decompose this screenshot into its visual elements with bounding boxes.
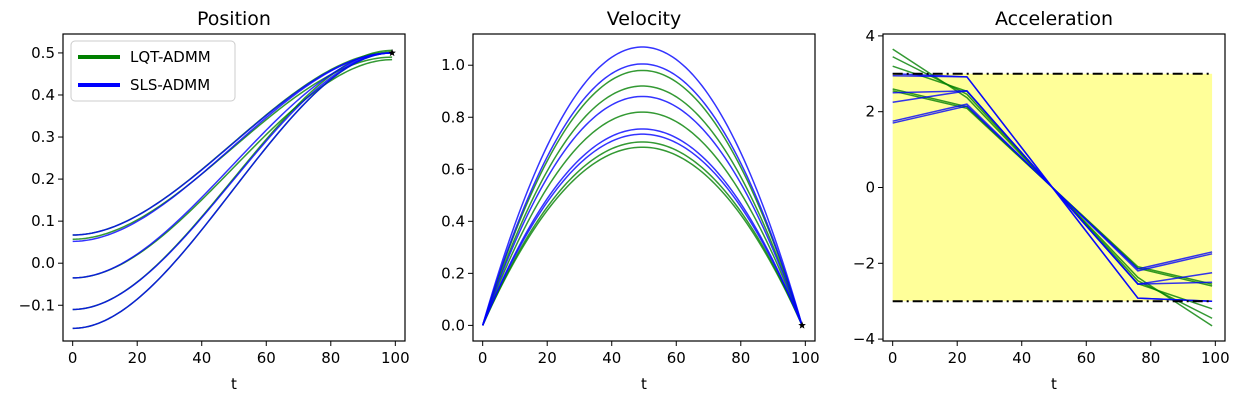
lqt-admm-line — [481, 85, 803, 326]
x-tick-label: 80 — [321, 349, 340, 367]
y-tick-label: 0.0 — [441, 316, 465, 334]
x-tick-label: 80 — [1141, 349, 1160, 367]
y-tick-label: 0.4 — [441, 212, 465, 230]
x-tick-label: 0 — [68, 349, 78, 367]
y-tick-label: 0.4 — [31, 86, 55, 104]
x-axis-label: t — [1051, 375, 1057, 393]
y-tick-label: 0 — [865, 179, 875, 197]
x-tick-label: 60 — [257, 349, 276, 367]
y-tick-label: 0.2 — [441, 264, 465, 282]
sls-admm-line — [481, 46, 803, 326]
y-tick-label: 2 — [865, 103, 875, 121]
lqt-admm-line — [481, 141, 803, 326]
chart-velocity: 0 20 40 60 80 100 0.0 0.2 0.4 0.6 0.8 1.0 Velocity t — [441, 8, 820, 393]
legend: LQT-ADMM SLS-ADMM — [70, 40, 236, 102]
y-tick-label: 0.5 — [31, 44, 55, 62]
x-tick-label: 60 — [667, 349, 686, 367]
x-axis-label: t — [231, 375, 237, 393]
chart-position: 0 20 40 60 80 100 −0.1 0.0 0.1 0.2 0.3 0.4 0.5 Positi… — [19, 8, 410, 393]
y-tick-label: 4 — [865, 27, 875, 45]
x-tick-label: 100 — [791, 349, 820, 367]
y-tick-label: −2 — [853, 254, 875, 272]
y-tick-label: 0.6 — [441, 160, 465, 178]
y-tick-label: 0.8 — [441, 108, 465, 126]
x-tick-label: 40 — [602, 349, 621, 367]
chart-title: Acceleration — [995, 8, 1113, 30]
sls-admm-line — [72, 52, 393, 330]
y-tick-label: 1.0 — [441, 56, 465, 74]
x-tick-label: 60 — [1077, 349, 1096, 367]
lqt-admm-line — [481, 146, 803, 326]
y-tick-label: 0.0 — [31, 254, 55, 272]
x-tick-label: 20 — [948, 349, 967, 367]
sls-admm-line — [72, 52, 393, 279]
sls-admm-line — [481, 128, 803, 326]
x-tick-label: 20 — [128, 349, 147, 367]
sls-admm-line — [481, 95, 803, 326]
sls-admm-line — [72, 52, 393, 311]
chart-acceleration: 0 20 40 60 80 100 −4 −2 0 2 4 Acceleration t — [853, 8, 1230, 393]
legend-lqt-label: LQT-ADMM — [130, 48, 211, 66]
x-tick-label: 100 — [1201, 349, 1230, 367]
lqt-admm-line — [481, 111, 803, 326]
x-tick-label: 40 — [1012, 349, 1031, 367]
target-star-marker — [388, 48, 396, 57]
sls-admm-line — [72, 52, 393, 243]
x-tick-label: 40 — [192, 349, 211, 367]
sls-admm-line — [892, 105, 1213, 270]
lqt-admm-line — [481, 69, 803, 326]
target-star-marker — [798, 321, 806, 329]
y-tick-label: −0.1 — [19, 296, 55, 314]
axes-frame — [472, 33, 816, 342]
axes-frame — [62, 33, 406, 342]
chart-title: Position — [197, 8, 271, 30]
lqt-admm-line — [72, 56, 393, 240]
x-tick-label: 100 — [381, 349, 410, 367]
y-tick-label: 0.3 — [31, 128, 55, 146]
x-tick-label: 20 — [538, 349, 557, 367]
y-tick-label: 0.1 — [31, 212, 55, 230]
x-tick-label: 0 — [478, 349, 488, 367]
legend-sls-label: SLS-ADMM — [130, 76, 210, 94]
x-tick-label: 80 — [731, 349, 750, 367]
y-tick-label: −4 — [853, 330, 875, 348]
y-tick-label: 0.2 — [31, 170, 55, 188]
x-axis-label: t — [641, 375, 647, 393]
sls-admm-line — [481, 63, 803, 326]
chart-title: Velocity — [607, 8, 682, 30]
x-tick-label: 0 — [888, 349, 898, 367]
sls-admm-line — [481, 133, 803, 326]
